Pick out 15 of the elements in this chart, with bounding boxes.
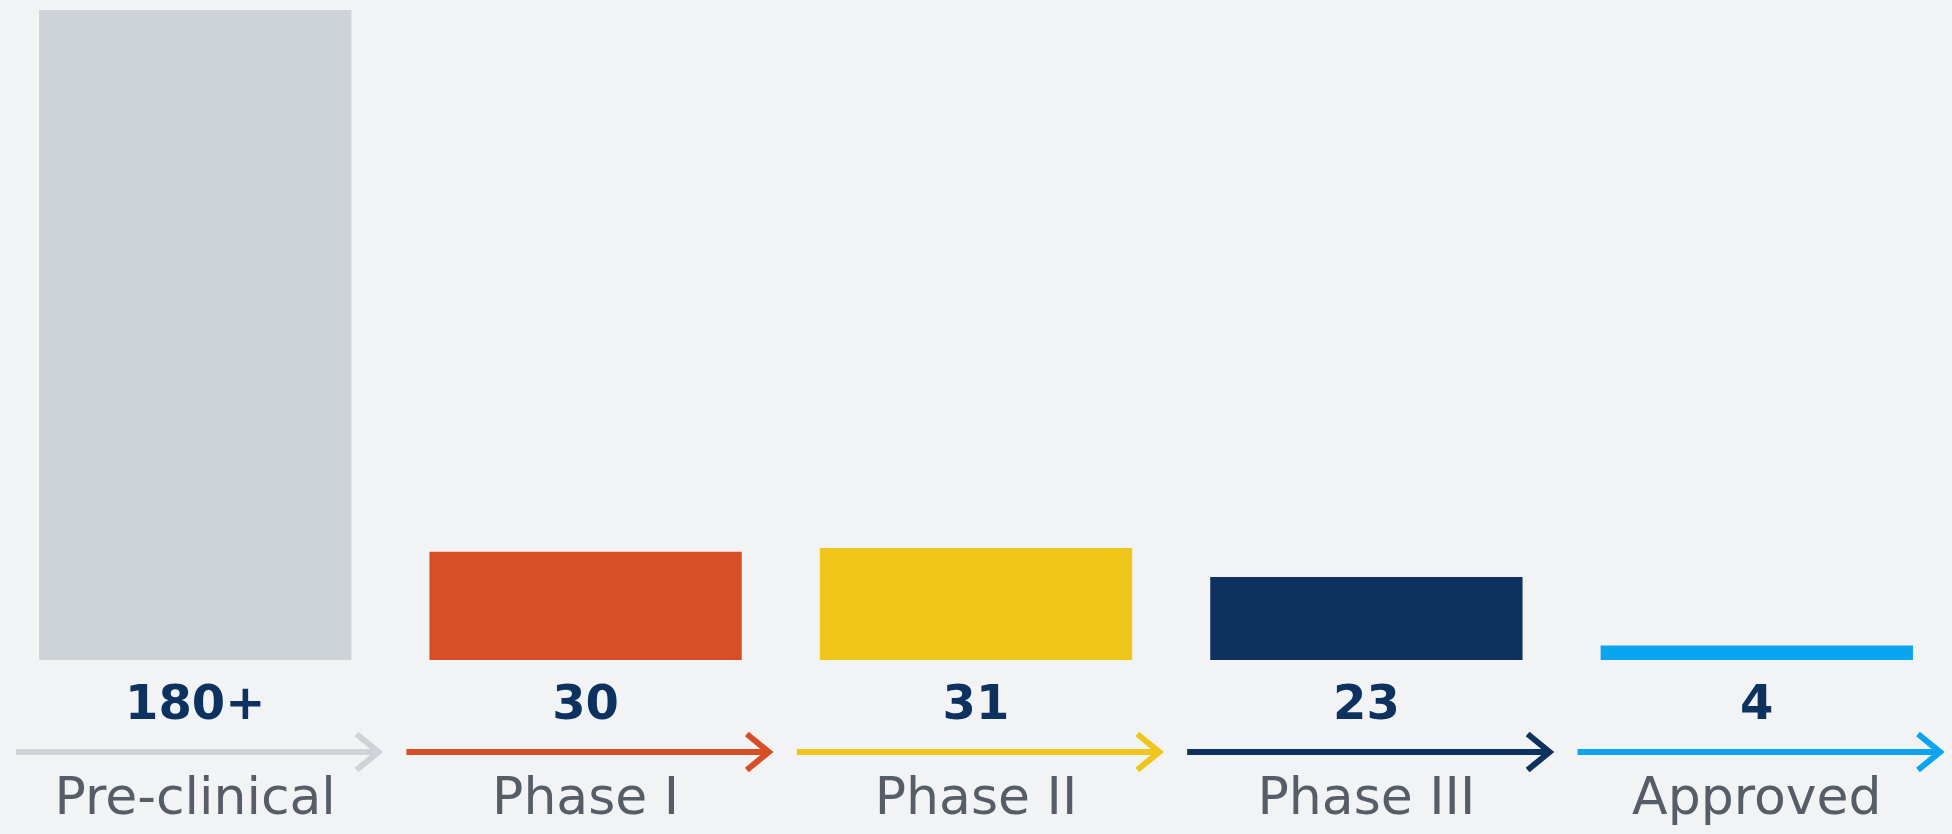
bar xyxy=(1600,645,1913,660)
x-tick-label: Phase III xyxy=(1257,765,1476,826)
x-tick-label: Phase II xyxy=(874,765,1078,826)
bar xyxy=(1210,576,1523,660)
bar xyxy=(39,10,352,660)
data-label: 30 xyxy=(552,674,619,730)
data-label: 23 xyxy=(1333,674,1400,730)
x-tick-label: Approved xyxy=(1632,765,1882,826)
data-label: 4 xyxy=(1740,674,1774,730)
data-label: 31 xyxy=(942,674,1010,730)
x-tick-label: Phase I xyxy=(492,765,680,826)
x-tick-label: Pre-clinical xyxy=(54,765,336,826)
bar xyxy=(429,551,742,660)
bar xyxy=(819,548,1133,660)
data-label: 180+ xyxy=(124,674,266,730)
